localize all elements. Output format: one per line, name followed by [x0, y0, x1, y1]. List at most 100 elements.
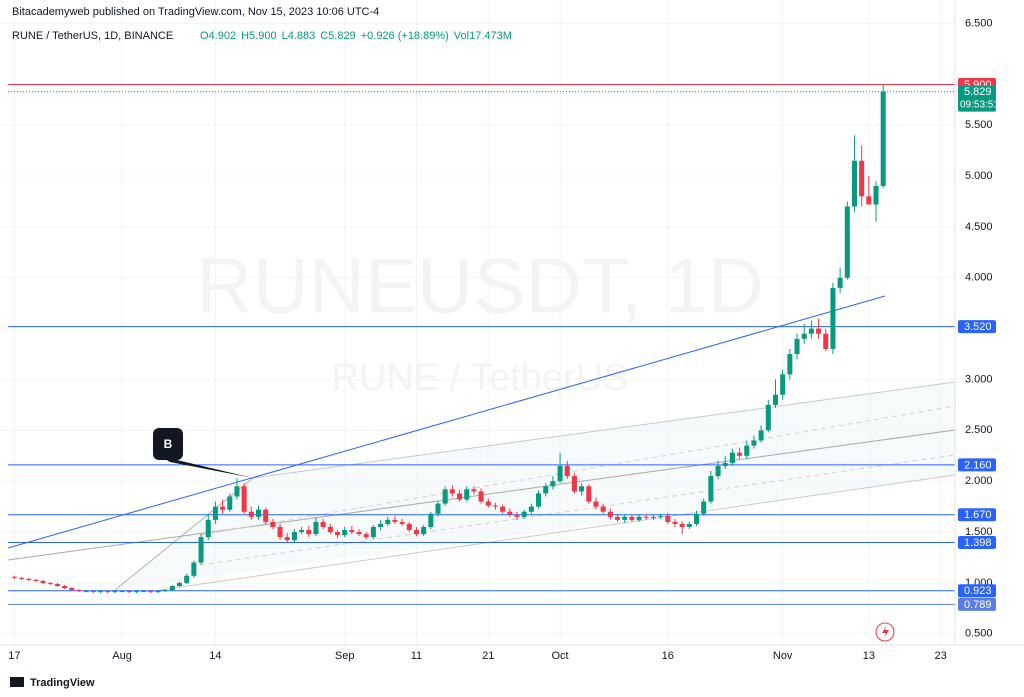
legend-item: L4.883	[282, 30, 316, 42]
channel-line	[199, 454, 956, 566]
candle-body	[471, 489, 477, 492]
price-label: 0.923	[964, 585, 992, 597]
candle-body	[772, 394, 779, 405]
price-label-box	[958, 458, 996, 472]
candle-body	[76, 590, 82, 592]
y-tick-label: 6.500	[965, 17, 993, 29]
candle-body	[234, 486, 240, 497]
price-label: 0.789	[964, 599, 992, 611]
y-tick-label: 0.500	[965, 628, 993, 640]
price-label-box	[958, 320, 996, 334]
y-tick-label: 5.000	[965, 170, 993, 182]
candle-body	[370, 526, 376, 538]
candle-body	[758, 430, 764, 441]
candle-body	[148, 591, 154, 593]
legend-item: H5.900	[241, 30, 276, 42]
candle-body	[579, 486, 585, 492]
candle-body	[90, 591, 96, 593]
candle-body	[507, 511, 513, 515]
brand: TradingView	[30, 677, 95, 689]
candle-body	[492, 505, 498, 507]
candle-body	[550, 481, 556, 487]
axis-labels: 6.500 5.500 5.000 4.500 4.000 3.000 2.500 2.000…	[8, 17, 992, 662]
candle-body	[126, 591, 132, 593]
price-label-box	[958, 508, 996, 522]
callout-tail	[160, 456, 253, 478]
candle-body	[543, 486, 549, 494]
candle-body	[794, 338, 800, 355]
price-label-box	[958, 584, 996, 598]
x-tick-label: 23	[935, 650, 947, 662]
candle-body	[722, 462, 728, 466]
x-tick-label: 21	[482, 650, 494, 662]
candle-body	[356, 532, 362, 535]
candle-body	[248, 511, 254, 517]
y-tick-label: 2.000	[965, 475, 993, 487]
y-tick-label: 5.500	[965, 119, 993, 131]
candle-body	[176, 582, 183, 586]
candle-body	[342, 530, 348, 536]
candle-body	[693, 513, 700, 524]
candle-body	[349, 530, 355, 533]
x-tick-label: 11	[411, 650, 422, 662]
x-tick-label: Aug	[112, 650, 132, 662]
price-label-box	[958, 85, 996, 112]
candle-body	[665, 515, 671, 522]
candle-body	[378, 523, 384, 527]
candle-body	[435, 503, 441, 514]
candle-body	[169, 585, 175, 591]
candle-body	[729, 452, 735, 463]
candle-body	[780, 374, 786, 395]
candle-body	[270, 521, 276, 527]
candle-body	[191, 562, 197, 576]
candle-body	[801, 333, 807, 339]
x-tick-label: 14	[209, 650, 221, 662]
alert-icon[interactable]	[875, 622, 895, 642]
brand-logo	[10, 677, 24, 687]
candle-body	[227, 496, 233, 510]
channel-line	[252, 381, 956, 479]
candle-body	[650, 516, 656, 518]
candle-body	[54, 583, 60, 586]
candle-body	[859, 160, 865, 197]
candle-body	[708, 476, 714, 502]
candle-body	[686, 523, 692, 527]
y-tick-label: 1.500	[965, 526, 993, 538]
watermark: RUNEUSDT, 1D	[196, 242, 764, 330]
candle-body	[701, 501, 707, 514]
candle-body	[449, 489, 455, 494]
candle-body	[212, 506, 218, 520]
candle-body	[521, 511, 527, 517]
candle-body	[500, 506, 506, 512]
candle-body	[363, 534, 369, 538]
price-label: 1.398	[964, 537, 992, 549]
candle-body	[133, 591, 139, 593]
price-labels: 5.9005.82909:53:513.5202.1601.6701.3980.…	[958, 77, 999, 611]
candle-body	[11, 576, 17, 578]
candles	[11, 84, 886, 594]
candle-body	[464, 489, 470, 500]
candle-body	[406, 523, 412, 531]
candle-body	[478, 491, 484, 502]
candle-body	[26, 578, 32, 580]
candle-body	[658, 515, 664, 517]
candle-body	[33, 579, 39, 581]
candle-body	[880, 91, 886, 186]
candle-body	[327, 526, 333, 533]
candle-body	[672, 521, 678, 524]
x-tick-label: Nov	[773, 650, 793, 662]
candle-body	[255, 509, 262, 517]
candle-body	[69, 588, 75, 591]
candle-body	[334, 532, 340, 536]
candle-body	[184, 575, 190, 583]
candle-body	[851, 160, 857, 207]
candle-body	[643, 516, 649, 518]
candle-body	[593, 501, 599, 507]
price-label: 2.160	[964, 459, 992, 471]
candle-body	[751, 440, 757, 446]
candle-body	[442, 489, 448, 504]
channel-fill	[115, 382, 955, 590]
